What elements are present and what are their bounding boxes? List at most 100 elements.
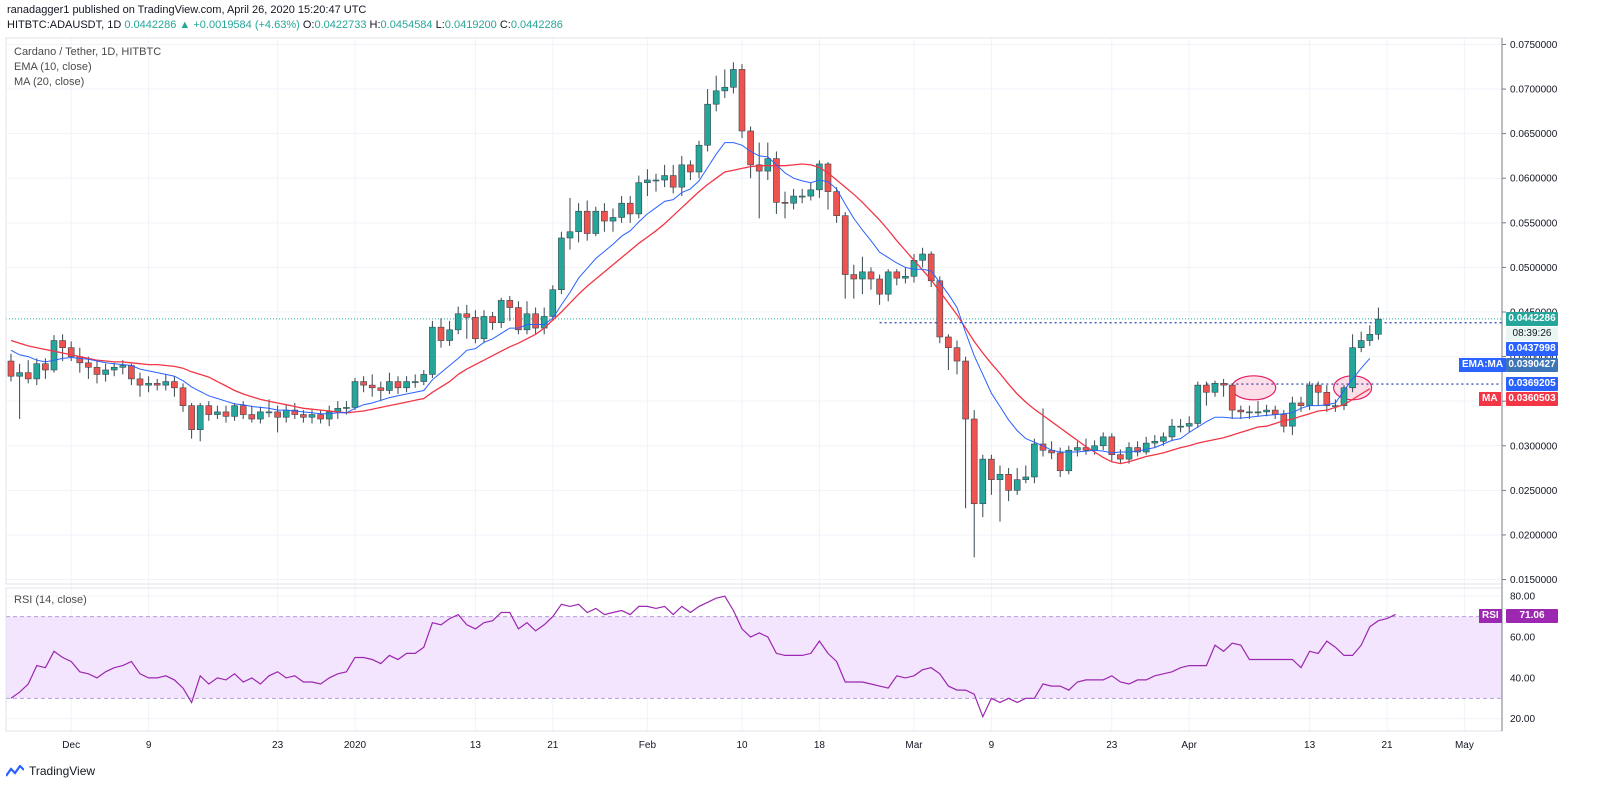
candle-up [214, 411, 221, 415]
rsi-label-tag: RSI [1479, 609, 1502, 623]
candle-down [841, 215, 849, 275]
open-label: O: [302, 19, 315, 31]
candle-up [695, 144, 703, 173]
candle-down [1056, 452, 1064, 472]
candle-down [1134, 447, 1141, 453]
candle-down [1297, 402, 1305, 406]
candle-up [1366, 333, 1374, 341]
candle-up [403, 381, 410, 389]
candle-down [317, 414, 324, 420]
candle-up [1375, 318, 1382, 335]
candle-up [110, 366, 118, 371]
candle-down [738, 69, 746, 132]
price-tick-label: 0.0150000 [1510, 575, 1558, 586]
candle-up [454, 313, 462, 331]
candle-up [196, 405, 204, 431]
candle-down [394, 381, 402, 389]
ma-legend[interactable]: MA (20, close) [14, 76, 85, 88]
time-tick-label: 21 [547, 740, 559, 751]
candle-down [867, 271, 875, 280]
price-tick-label: 0.0400000 [1510, 352, 1558, 363]
rsi-tick-label: 40.00 [1510, 673, 1535, 684]
candle-up [1263, 409, 1270, 413]
candle-up [162, 381, 170, 386]
candle-up [1246, 411, 1253, 414]
price-tick-label: 0.0700000 [1510, 85, 1558, 96]
rsi-value-tag: 71.06 [1506, 609, 1558, 623]
ema-legend[interactable]: EMA (10, close) [14, 61, 92, 73]
candle-down [515, 307, 522, 331]
candle-up [16, 372, 23, 377]
candle-up [480, 316, 488, 340]
candle-down [953, 347, 961, 362]
horizontal-levels [6, 318, 1502, 385]
candle-down [506, 300, 514, 308]
candle-down [1314, 384, 1322, 393]
candle-down [360, 381, 367, 386]
candle-up [1065, 449, 1073, 472]
tradingview-brand[interactable]: TradingView [6, 764, 95, 778]
ema-tag: 0.0390427 [1506, 358, 1558, 372]
candle-up [102, 369, 109, 375]
symbol: HITBTC:ADAUSDT, 1D [7, 19, 122, 31]
candle-up [351, 381, 359, 408]
candle-up [1151, 441, 1159, 444]
candle-down [893, 271, 901, 279]
low-value: 0.0419200 [444, 19, 497, 31]
candle-down [300, 414, 307, 418]
candle-up [1125, 447, 1133, 460]
time-tick-label: 9 [146, 740, 152, 751]
candle-up [1022, 476, 1030, 480]
candle-up [635, 182, 643, 215]
candle-down [962, 360, 969, 420]
candle-down [876, 278, 883, 295]
ohlc-line: HITBTC:ADAUSDT, 1D 0.0442286 ▲ +0.001958… [7, 19, 563, 31]
candle-down [583, 210, 591, 234]
candle-up [996, 474, 1004, 480]
price-tick-label: 0.0600000 [1510, 174, 1558, 185]
candle-up [618, 202, 625, 218]
candle-down [687, 164, 694, 173]
time-tick-label: Feb [639, 740, 657, 751]
candle-down [626, 202, 634, 215]
candle-down [970, 418, 978, 505]
candle-up [1074, 447, 1081, 451]
level-lower-tag: 0.0369205 [1506, 377, 1558, 391]
candle-up [807, 189, 815, 197]
rsi-legend[interactable]: RSI (14, close) [14, 594, 87, 606]
candle-down [1108, 436, 1116, 455]
rsi-tick-label: 60.00 [1510, 633, 1535, 644]
price-tick-label: 0.0650000 [1510, 129, 1558, 140]
candle-up [1357, 340, 1365, 348]
candle-down [59, 340, 66, 348]
countdown-tag: 08:39:26 [1506, 327, 1558, 341]
candle-down [222, 411, 230, 417]
candle-up [1185, 423, 1193, 427]
candle-up [919, 253, 926, 261]
candle-down [274, 411, 281, 418]
price-tick-label: 0.0200000 [1510, 530, 1558, 541]
candle-up [609, 217, 617, 222]
ema-ma-label: EMA:MA [1459, 358, 1507, 372]
chart-title[interactable]: Cardano / Tether, 1D, HITBTC [14, 46, 162, 58]
tradingview-logo-icon [6, 765, 24, 777]
candle-down [781, 202, 789, 204]
candle-up [730, 69, 737, 88]
candle-up [1099, 436, 1107, 447]
time-tick-label: Dec [62, 740, 80, 751]
candles [7, 62, 1382, 558]
candle-down [472, 317, 479, 340]
candle-up [764, 158, 772, 172]
candle-up [575, 210, 582, 233]
candle-up [50, 340, 58, 371]
ema-10-line [10, 142, 1371, 454]
candle-up [497, 300, 505, 324]
candle-up [33, 363, 41, 380]
candle-down [824, 163, 832, 192]
candle-up [257, 411, 264, 420]
price-tick-label: 0.0300000 [1510, 441, 1558, 452]
candle-down [377, 387, 385, 391]
last-price: 0.0442286 [124, 19, 177, 31]
candle-down [747, 130, 754, 166]
low-label: L: [435, 19, 445, 31]
